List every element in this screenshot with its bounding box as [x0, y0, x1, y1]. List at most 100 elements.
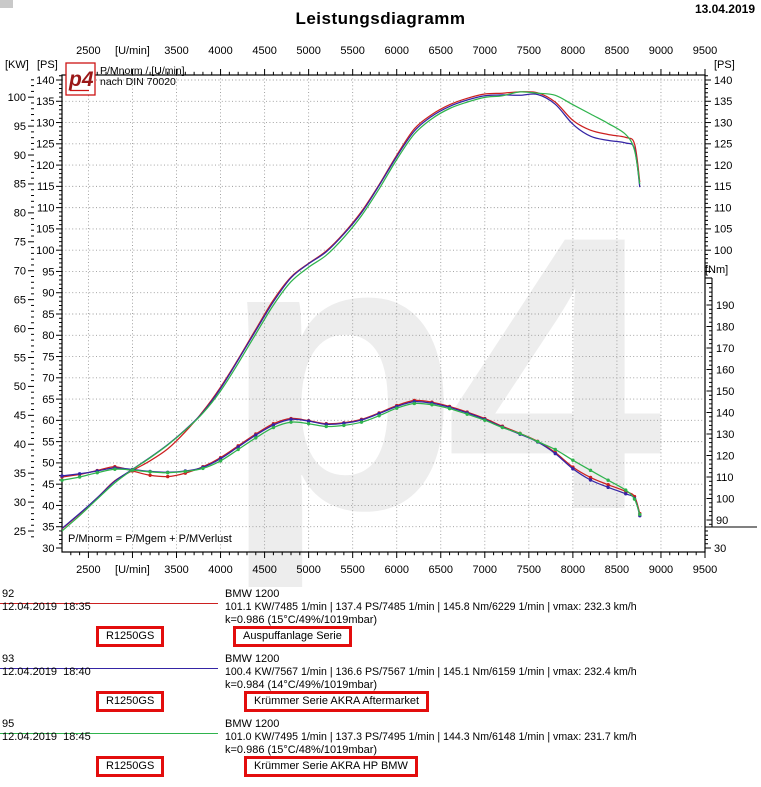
- x-tick-label-top: 7500: [517, 45, 541, 57]
- run-underline: [0, 733, 218, 734]
- x-tick-label-top: [U/min]: [115, 45, 150, 57]
- torque-marker: [77, 475, 82, 479]
- formula-note: P/Mnorm = P/Mgem + P/MVerlust: [68, 533, 232, 545]
- legend-line-2: nach DIN 70020: [100, 76, 176, 88]
- torque-marker: [377, 414, 381, 418]
- ps-tick-label: 120: [36, 160, 54, 172]
- torque-marker: [254, 433, 258, 437]
- torque-marker: [571, 458, 575, 462]
- nm-tick-label: 120: [716, 450, 734, 462]
- torque-marker: [571, 467, 575, 471]
- x-tick-label-bottom: 9000: [649, 564, 673, 576]
- model-annotation-box: R1250GS: [96, 626, 165, 647]
- run-number: 93: [2, 653, 15, 665]
- watermark-text: p4: [221, 155, 665, 587]
- kw-tick-label: 45: [14, 410, 26, 422]
- x-tick-label-bottom: 7000: [473, 564, 497, 576]
- ps-axis-unit-right: [PS]: [714, 59, 735, 71]
- kw-tick-label: 90: [14, 150, 26, 162]
- kw-axis-unit: [KW]: [5, 59, 29, 71]
- ps-tick-label: 85: [42, 309, 54, 321]
- p4-logo: p4: [68, 68, 94, 91]
- ps-right-tick-label: 140: [714, 75, 732, 87]
- torque-marker: [606, 485, 610, 490]
- torque-marker: [113, 467, 117, 471]
- nm-tick-label: 190: [716, 300, 734, 312]
- run-stats: 101.1 KW/7485 1/min | 137.4 PS/7485 1/mi…: [225, 601, 637, 613]
- kw-tick-label: 75: [14, 237, 26, 249]
- ps-tick-label: 140: [36, 75, 54, 87]
- x-tick-label-bottom: 8000: [561, 564, 585, 576]
- ps-tick-label: 65: [42, 394, 54, 406]
- torque-marker: [553, 447, 557, 452]
- x-tick-label-top: 5000: [296, 45, 320, 57]
- torque-marker: [588, 468, 593, 473]
- torque-marker: [412, 401, 417, 406]
- torque-marker: [324, 424, 328, 429]
- torque-marker: [342, 423, 346, 428]
- ps-tick-label: 45: [42, 479, 54, 491]
- torque-marker: [624, 488, 628, 492]
- run-entry-95: 95 BMW 1200 12.04.2019 18:45 101.0 KW/7495 …: [0, 717, 761, 782]
- ps-tick-label: 130: [36, 117, 54, 129]
- ps-tick-label: 40: [42, 500, 54, 512]
- page-title: Leistungsdiagramm: [295, 9, 466, 28]
- torque-marker: [165, 471, 170, 475]
- torque-marker: [254, 436, 258, 440]
- model-annotation-box: R1250GS: [96, 756, 165, 777]
- torque-marker: [148, 470, 152, 474]
- torque-marker: [60, 474, 64, 478]
- ps-tick-label: 70: [42, 373, 54, 385]
- torque-marker: [271, 423, 276, 427]
- torque-marker: [359, 420, 364, 424]
- exhaust-annotation-box: Auspuffanlage Serie: [233, 626, 352, 647]
- x-tick-label-bottom: 5500: [340, 564, 364, 576]
- ps-tick-label: 50: [42, 458, 54, 470]
- torque-marker: [588, 475, 593, 480]
- nm-tick-label: 150: [716, 386, 734, 398]
- power-curve-95: [61, 91, 641, 532]
- x-tick-label-bottom: 3500: [164, 564, 188, 576]
- run-datetime: 12.04.2019 18:45: [2, 731, 91, 743]
- kw-tick-label: 55: [14, 352, 26, 364]
- run-underline: [0, 668, 218, 669]
- torque-marker: [60, 478, 64, 482]
- ps-tick-label: 55: [42, 436, 54, 448]
- ps-tick-label: 115: [37, 181, 55, 193]
- x-tick-label-top: 9000: [649, 45, 673, 57]
- axis-units: [KW] [PS] [PS]: [5, 59, 735, 71]
- ps-axis-right: 30 100 105 110 115 120 125 130 135 140: [705, 75, 732, 555]
- ps-right-tick-label: 100: [714, 245, 732, 257]
- ps-axis-unit-left: [PS]: [37, 59, 58, 71]
- x-tick-label-bottom: 6500: [429, 564, 453, 576]
- watermark: p4: [221, 155, 679, 587]
- kw-tick-label: 70: [14, 266, 26, 278]
- exhaust-annotation-box: Krümmer Serie AKRA Aftermarket: [244, 691, 430, 712]
- kw-tick-label: 85: [14, 179, 26, 191]
- torque-marker: [201, 466, 205, 471]
- torque-marker: [148, 473, 152, 477]
- run-vehicle: BMW 1200: [225, 718, 280, 730]
- run-datetime: 12.04.2019 18:35: [2, 601, 91, 613]
- run-entry-93: 93 BMW 1200 12.04.2019 18:40 100.4 KW/7567 …: [0, 652, 761, 717]
- ps-tick-label: 105: [36, 224, 54, 236]
- nm-axis-unit: [Nm]: [705, 264, 728, 276]
- kw-axis: 25 30 35 40 45 50 55 60 65 70 75 80 85 90 95 100: [8, 79, 34, 538]
- torque-marker: [395, 406, 399, 410]
- nm-tick-label: 130: [716, 429, 734, 441]
- torque-marker: [535, 439, 540, 444]
- x-tick-label-bottom: 4500: [252, 564, 276, 576]
- legend-line-1: P/Mnorm / [U/min]: [100, 65, 185, 77]
- kw-tick-label: 25: [14, 526, 26, 538]
- x-tick-label-bottom: 5000: [296, 564, 320, 576]
- torque-marker: [624, 492, 628, 496]
- torque-marker: [130, 468, 135, 472]
- ps-right-tick-label: 130: [714, 117, 732, 129]
- torque-marker: [165, 474, 170, 479]
- x-tick-label-top: 6000: [384, 45, 408, 57]
- torque-marker: [500, 425, 505, 430]
- x-tick-label-bottom: 2500: [76, 564, 100, 576]
- exhaust-annotation-box: Krümmer Serie AKRA HP BMW: [244, 756, 418, 777]
- torque-marker: [306, 419, 311, 423]
- torque-marker: [218, 459, 223, 463]
